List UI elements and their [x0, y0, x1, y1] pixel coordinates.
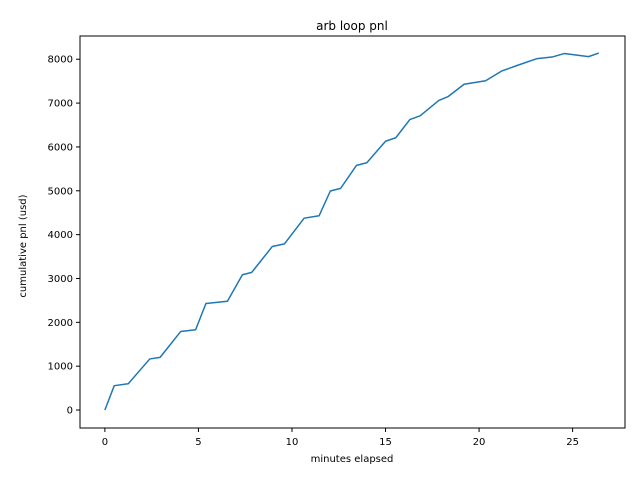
y-tick-label: 2000	[48, 318, 73, 329]
y-axis-ticks: 0 1000 2000 3000 4000 5000 6000 7000 8000	[48, 55, 80, 417]
y-tick-label: 4000	[48, 230, 73, 241]
y-tick-label: 5000	[48, 186, 73, 197]
series-line	[104, 52, 600, 411]
x-tick-label: 20	[473, 437, 486, 448]
x-tick-label: 15	[379, 437, 392, 448]
y-axis-label: cumulative pnl (usd)	[18, 194, 29, 297]
y-tick-label: 6000	[48, 142, 73, 153]
plot-series	[104, 52, 600, 411]
y-tick-label: 3000	[48, 274, 73, 285]
x-axis-ticks: 0 5 10 15 20 25	[102, 428, 579, 448]
plot-area-frame	[79, 35, 626, 429]
x-tick-label: 10	[286, 437, 299, 448]
y-tick-label: 7000	[48, 99, 73, 110]
x-tick-label: 25	[566, 437, 579, 448]
y-tick-label: 8000	[48, 55, 73, 66]
chart-title: arb loop pnl	[316, 19, 388, 33]
x-tick-label: 5	[195, 437, 201, 448]
x-axis-label: minutes elapsed	[311, 454, 394, 465]
x-tick-label: 0	[102, 437, 108, 448]
y-tick-label: 1000	[48, 362, 73, 373]
y-tick-label: 0	[67, 406, 73, 417]
